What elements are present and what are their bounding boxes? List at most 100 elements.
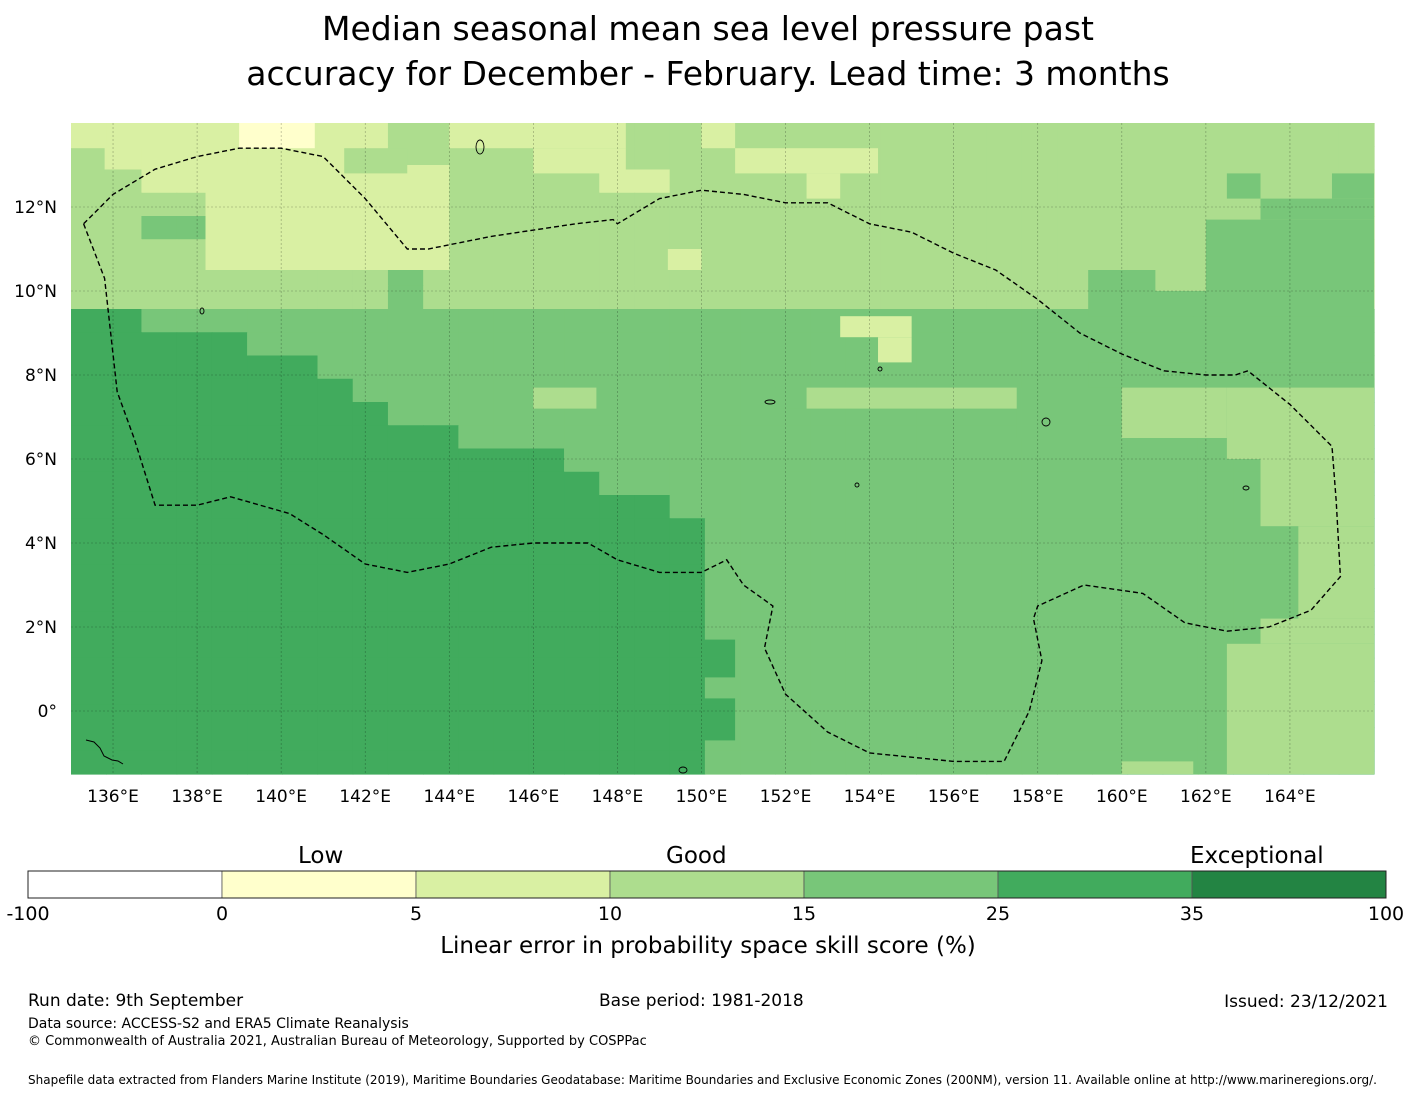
grid-cell [247, 588, 283, 612]
grid-cell [806, 173, 841, 199]
grid-cell [916, 309, 953, 333]
grid-cell [951, 657, 988, 682]
grid-cell [282, 634, 319, 659]
colorbar-tick: 0 [215, 903, 229, 925]
grid-cell [916, 355, 953, 380]
grid-cell [352, 285, 389, 310]
grid-cell [493, 471, 530, 496]
grid-cell [1127, 634, 1164, 659]
grid-cell [880, 471, 917, 496]
grid-cell [775, 495, 812, 519]
grid-cell [740, 518, 776, 543]
grid-cell [669, 681, 706, 705]
grid-cell [141, 727, 178, 752]
grid-cell [916, 495, 953, 519]
grid-cell [1057, 169, 1093, 194]
grid-cell [704, 309, 741, 333]
grid-cell [1057, 448, 1093, 473]
grid-cell [282, 378, 319, 403]
grid-cell [1197, 681, 1234, 705]
grid-cell [176, 262, 213, 287]
island-outline [764, 399, 776, 405]
grid-cell [775, 681, 812, 705]
grid-cell [986, 750, 1023, 775]
grid-cell [986, 448, 1023, 473]
grid-cell [1092, 146, 1129, 171]
grid-cell [951, 634, 988, 659]
grid-cell [845, 681, 882, 705]
grid-cell [916, 123, 953, 147]
grid-cell [916, 518, 953, 543]
grid-cell [845, 750, 882, 775]
grid-cell [458, 192, 495, 217]
grid-cell [1127, 216, 1164, 240]
grid-cell [493, 169, 530, 194]
grid-cell [775, 750, 812, 775]
grid-cell [740, 192, 776, 217]
grid-cell [387, 750, 424, 775]
grid-cell [211, 704, 248, 729]
grid-cell [740, 285, 776, 310]
grid-cell [564, 564, 600, 589]
grid-cell [775, 216, 812, 240]
grid-cell [880, 495, 917, 519]
grid-cell [916, 564, 953, 589]
grid-cell [1021, 495, 1058, 519]
grid-cell [634, 541, 671, 566]
grid-cell [282, 657, 319, 682]
grid-cell [1092, 192, 1129, 217]
islands [85, 139, 1250, 774]
grid-cell [916, 169, 953, 194]
grid-cell [493, 309, 530, 333]
grid-cell [1162, 332, 1199, 357]
grid-cell [810, 425, 847, 450]
grid-cell [810, 285, 847, 310]
grid-cell [810, 471, 847, 496]
grid-cell [282, 704, 319, 729]
grid-cell [317, 727, 354, 752]
latitude-label: 10°N [14, 282, 57, 302]
grid-cell [1092, 588, 1129, 612]
grid-cell [317, 425, 354, 450]
grid-cell [701, 698, 736, 741]
grid-cell [810, 750, 847, 775]
grid-cell [986, 309, 1023, 333]
grid-cell [740, 681, 776, 705]
grid-cell [493, 495, 530, 519]
grid-cell [176, 402, 213, 426]
grid-cell [1197, 123, 1234, 147]
colorbar-tick: -100 [6, 903, 50, 925]
grid-cell [423, 471, 459, 496]
grid-cell [775, 192, 812, 217]
grid-cell [528, 239, 565, 264]
grid-cell [704, 332, 741, 357]
grid-cell [564, 471, 600, 496]
grid-cell [352, 704, 389, 729]
grid-cell [986, 169, 1023, 194]
grid-cell [423, 704, 459, 729]
grid-cell [528, 681, 565, 705]
grid-cell [423, 611, 459, 636]
grid-cell [493, 634, 530, 659]
grid-cell [352, 123, 389, 147]
grid-cell [1127, 588, 1164, 612]
grid-cell [528, 495, 565, 519]
grid-cell [845, 123, 882, 147]
grid-cell [1092, 332, 1129, 357]
grid-cell [282, 146, 319, 171]
grid-cell [845, 727, 882, 752]
grid-cell [1092, 239, 1129, 264]
grid-cell [740, 750, 776, 775]
grid-cell [387, 564, 424, 589]
grid-cell [141, 495, 178, 519]
grid-cell [317, 471, 354, 496]
grid-cell [106, 634, 143, 659]
grid-cell [211, 750, 248, 775]
grid-cell [704, 402, 741, 426]
grid-cell [564, 239, 600, 264]
grid-cell [71, 402, 107, 426]
grid-cell [387, 355, 424, 380]
grid-cell [880, 169, 917, 194]
grid-cell [740, 309, 776, 333]
